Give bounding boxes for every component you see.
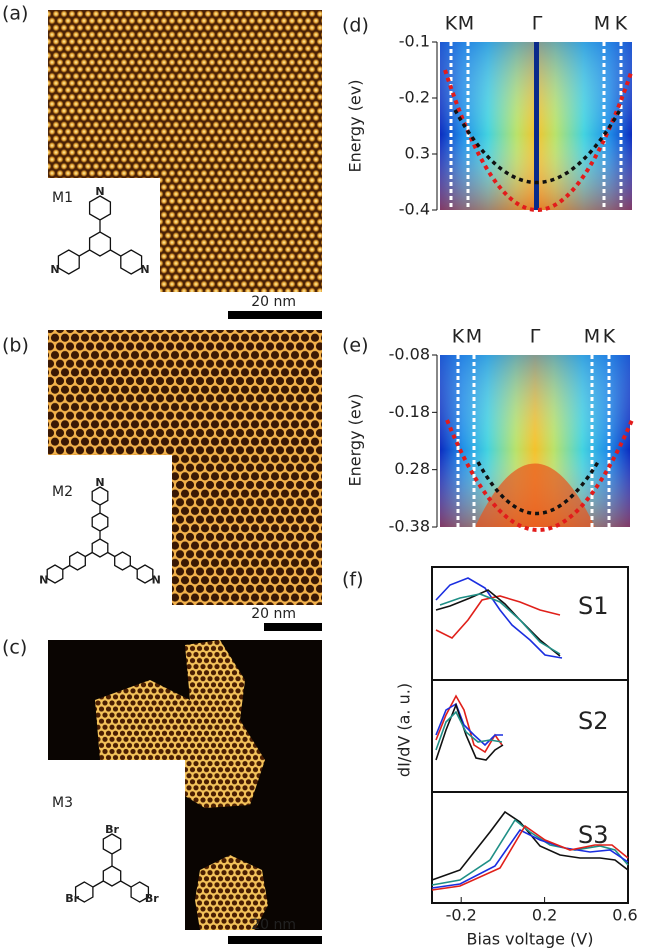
- y-tick-label: -0.4: [399, 200, 430, 219]
- y-axis-label: Energy (ev): [346, 394, 365, 487]
- molecule-name: M2: [52, 484, 73, 500]
- atom-label: N: [140, 263, 149, 276]
- scale-bar-label: 20 nm: [251, 917, 296, 933]
- atom-label: N: [152, 574, 161, 587]
- atom-label: Br: [65, 892, 79, 905]
- y-tick-label: -0.38: [389, 517, 430, 536]
- scale-bar: [228, 311, 322, 319]
- symmetry-point: M: [584, 326, 600, 348]
- symmetry-point: M: [594, 13, 610, 35]
- y-tick-label: -0.08: [389, 345, 430, 364]
- symmetry-point: M: [458, 13, 474, 35]
- symmetry-point: M: [466, 326, 482, 348]
- symmetry-point: K: [603, 326, 616, 348]
- spectrum-label: S1: [578, 592, 609, 620]
- spectrum-label: S3: [578, 821, 609, 849]
- x-tick-label: -0.2: [446, 906, 477, 925]
- scale-bar: [264, 623, 322, 631]
- panel-label: (a): [2, 3, 28, 25]
- symmetry-point: Γ: [530, 326, 541, 348]
- x-axis-label: Bias voltage (V): [467, 930, 594, 948]
- panel-label: (e): [342, 335, 369, 357]
- atom-label: N: [39, 574, 48, 587]
- panel-label: (d): [342, 15, 369, 37]
- y-axis-label: Energy (ev): [346, 80, 365, 173]
- atom-label: N: [95, 476, 104, 489]
- panel-label: (f): [342, 569, 364, 591]
- molecule-name: M3: [52, 795, 73, 811]
- scale-bar-label: 20 nm: [251, 294, 296, 310]
- panel-label: (b): [2, 335, 29, 357]
- atom-label: N: [95, 185, 104, 198]
- symmetry-point: K: [452, 326, 465, 348]
- scale-bar: [228, 936, 322, 944]
- spectra-s1: [436, 578, 562, 658]
- atom-label: N: [50, 263, 59, 276]
- spectra-s2: [436, 696, 503, 760]
- y-tick-label: -0.2: [399, 88, 430, 107]
- scale-bar-label: 20 nm: [251, 606, 296, 622]
- page: {"panels": { "a": {"label": "(a)", "mole…: [0, 0, 645, 948]
- y-axis-label: dI/dV (a. u.): [395, 683, 414, 777]
- gamma-line: [534, 42, 539, 210]
- atom-label: Br: [145, 892, 159, 905]
- symmetry-point: K: [445, 13, 458, 35]
- spectrum-label: S2: [578, 707, 609, 735]
- y-tick-label: 0.3: [405, 144, 430, 163]
- x-tick-label: 0.2: [532, 906, 557, 925]
- x-tick-label: 0.6: [612, 906, 637, 925]
- panel-label: (c): [2, 637, 27, 659]
- symmetry-point: Γ: [532, 13, 543, 35]
- y-tick-label: -0.1: [399, 32, 430, 51]
- molecule-name: M1: [52, 190, 73, 206]
- symmetry-point: K: [615, 13, 628, 35]
- y-tick-label: -0.18: [389, 402, 430, 421]
- figure: (a) M1 20 nm (b) M2 20 nm (c) M3 20 nm (…: [0, 0, 645, 948]
- atom-label: Br: [105, 823, 119, 836]
- y-tick-label: 0.28: [394, 459, 430, 478]
